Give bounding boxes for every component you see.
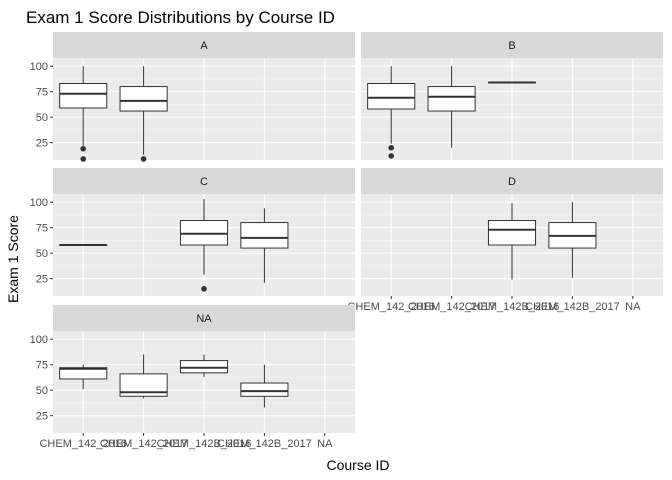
y-tick-label: 50	[36, 112, 48, 124]
box-iqr	[59, 367, 108, 380]
box-chem-142b-2016	[487, 203, 537, 280]
box-iqr	[487, 220, 537, 246]
x-tick-label: CHEM_142B_2016	[157, 438, 252, 450]
x-tick-label: NA	[625, 301, 641, 313]
x-tick-label: CHEM_142_2017	[408, 301, 495, 313]
box-iqr	[119, 373, 168, 397]
box-iqr	[367, 83, 416, 110]
box-chem-142-2016	[367, 66, 416, 159]
box-chem-142-2016	[59, 66, 108, 162]
y-axis-title: Exam 1 Score	[5, 215, 21, 303]
box-chem-142-2017	[119, 66, 168, 162]
facet-panel-na: NA255075100CHEM_142_2016CHEM_142_2017CHE…	[30, 305, 355, 450]
y-tick-label: 75	[36, 223, 48, 235]
box-chem-142-2016	[59, 244, 108, 246]
x-tick-label: CHEM_142_2016	[347, 301, 434, 313]
outlier-point	[80, 145, 86, 152]
box-iqr	[240, 222, 289, 249]
y-tick-label: 25	[36, 274, 48, 286]
y-tick-label: 100	[30, 61, 48, 73]
box-chem-142b-2016	[179, 354, 229, 377]
box-iqr	[59, 83, 108, 109]
box-iqr	[179, 220, 229, 246]
y-tick-label: 75	[36, 87, 48, 99]
box-iqr	[179, 360, 229, 374]
facet-panel-b: B	[361, 32, 663, 160]
outlier-point	[80, 156, 86, 162]
x-axis-title: Course ID	[326, 457, 389, 473]
box-chem-142-2017	[427, 66, 476, 148]
x-tick-label: CHEM_142_2016	[39, 438, 126, 450]
x-tick-label: CHEM_142B_2016	[465, 301, 560, 313]
facet-strip-label: B	[508, 40, 515, 52]
facet-strip-label: NA	[196, 313, 212, 325]
y-tick-label: 25	[36, 138, 48, 150]
facet-strip-label: C	[200, 176, 208, 188]
box-chem-142b-2016	[487, 81, 537, 84]
box-chem-142b-2017	[548, 202, 597, 278]
outlier-point	[388, 144, 395, 151]
box-chem-142-2016	[59, 364, 108, 390]
facet-strip	[53, 32, 355, 58]
y-tick-label: 100	[30, 334, 48, 346]
outlier-point	[201, 286, 207, 292]
facet-strip	[361, 168, 663, 194]
facet-panel-d: DCHEM_142_2016CHEM_142_2017CHEM_142B_201…	[347, 168, 663, 313]
y-tick-label: 50	[36, 248, 48, 260]
box-chem-142b-2017	[240, 364, 289, 408]
x-tick-label: CHEM_142B_2017	[525, 301, 620, 313]
x-tick-label: CHEM_142B_2017	[217, 438, 312, 450]
y-tick-label: 100	[30, 197, 48, 209]
box-chem-142-2017	[119, 354, 168, 399]
facet-strip-label: A	[200, 40, 208, 52]
facet-panel-c: C 25 50 75 100	[30, 168, 355, 296]
x-tick-label: NA	[317, 438, 333, 450]
facet-strip	[53, 168, 355, 194]
box-chem-142b-2017	[240, 208, 289, 283]
y-tick-label: 50	[36, 385, 48, 397]
box-chem-142b-2016	[179, 199, 229, 292]
outlier-point	[388, 153, 395, 159]
y-tick-label: 25	[36, 411, 48, 423]
box-iqr	[240, 382, 289, 397]
facet-strip-label: D	[508, 176, 516, 188]
facet-panels: A255075100BC255075100DCHEM_142_2016CHEM_…	[30, 32, 663, 450]
box-iqr	[427, 86, 476, 112]
facet-strip	[361, 32, 663, 58]
outlier-point	[140, 156, 147, 162]
facet-strip	[53, 305, 355, 331]
box-iqr	[119, 86, 168, 112]
facet-panel-a: A 25 50 75 100	[30, 32, 355, 162]
chart-title: Exam 1 Score Distributions by Course ID	[26, 8, 335, 27]
x-tick-label: CHEM_142_2017	[100, 438, 187, 450]
y-tick-label: 75	[36, 360, 48, 372]
